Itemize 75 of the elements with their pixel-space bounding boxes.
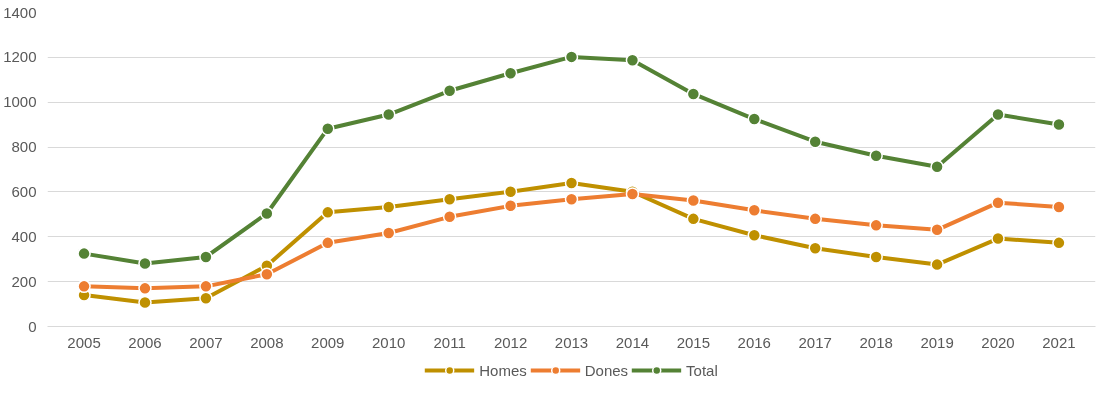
point <box>625 53 640 68</box>
point <box>747 112 762 126</box>
y-tick-label: 0 <box>28 317 37 335</box>
point <box>1052 236 1066 250</box>
y-tick-label: 1000 <box>3 93 37 111</box>
point <box>77 246 91 261</box>
point <box>321 121 335 136</box>
x-tick-label: 2019 <box>920 333 954 351</box>
x-tick-label: 2010 <box>372 333 406 351</box>
x-tick-label: 2011 <box>433 333 466 351</box>
y-tick-label: 600 <box>11 182 37 200</box>
legend-label: Homes <box>479 361 527 379</box>
x-tick-label: 2016 <box>737 333 771 351</box>
point <box>869 149 883 163</box>
point <box>321 205 335 220</box>
x-tick-label: 2009 <box>311 333 345 351</box>
point <box>442 210 457 224</box>
x-tick-label: 2014 <box>615 333 650 351</box>
point <box>442 192 457 207</box>
point <box>930 257 944 272</box>
x-tick-label: 2008 <box>250 333 284 351</box>
point <box>503 199 518 213</box>
point <box>869 250 883 264</box>
point <box>991 231 1005 246</box>
x-tick-label: 2006 <box>128 333 162 351</box>
y-tick-label: 1400 <box>3 3 37 21</box>
legend-label: Dones <box>584 361 629 379</box>
x-tick-label: 2020 <box>981 333 1015 351</box>
point <box>199 250 213 264</box>
point <box>77 279 91 294</box>
point <box>1052 117 1066 132</box>
point <box>381 200 396 214</box>
point <box>808 241 822 255</box>
point <box>869 218 883 233</box>
point <box>138 295 152 310</box>
legend-label: Total <box>686 361 718 379</box>
y-tick-label: 200 <box>11 272 37 290</box>
point <box>138 256 152 271</box>
point <box>503 66 518 81</box>
x-tick-label: 2015 <box>676 333 711 351</box>
point <box>747 228 762 242</box>
point <box>564 192 579 207</box>
y-tick-label: 800 <box>11 138 37 156</box>
point <box>442 84 457 98</box>
point <box>991 195 1005 210</box>
y-tick-label: 1200 <box>3 48 37 66</box>
point <box>930 223 944 237</box>
point <box>138 281 152 296</box>
point <box>199 291 213 305</box>
x-tick-label: 2007 <box>189 333 223 351</box>
point <box>381 226 396 240</box>
point <box>991 107 1005 122</box>
point <box>686 193 701 208</box>
point <box>199 279 213 294</box>
point <box>808 212 822 226</box>
point <box>747 203 762 218</box>
point <box>260 267 274 281</box>
x-tick-label: 2012 <box>493 333 528 351</box>
x-tick-label: 2017 <box>798 333 832 351</box>
x-tick-label: 2018 <box>859 333 893 351</box>
x-tick-label: 2021 <box>1042 333 1076 351</box>
x-tick-label: 2005 <box>67 333 101 351</box>
point <box>686 87 701 101</box>
point <box>503 184 518 199</box>
point <box>564 176 579 190</box>
point <box>808 134 822 149</box>
point <box>1052 200 1066 214</box>
point <box>321 236 335 250</box>
point <box>564 50 579 64</box>
point <box>686 212 701 226</box>
point <box>930 160 944 174</box>
point <box>381 107 396 122</box>
x-tick-label: 2013 <box>554 333 589 351</box>
y-tick-label: 400 <box>11 227 37 245</box>
point <box>260 206 274 221</box>
